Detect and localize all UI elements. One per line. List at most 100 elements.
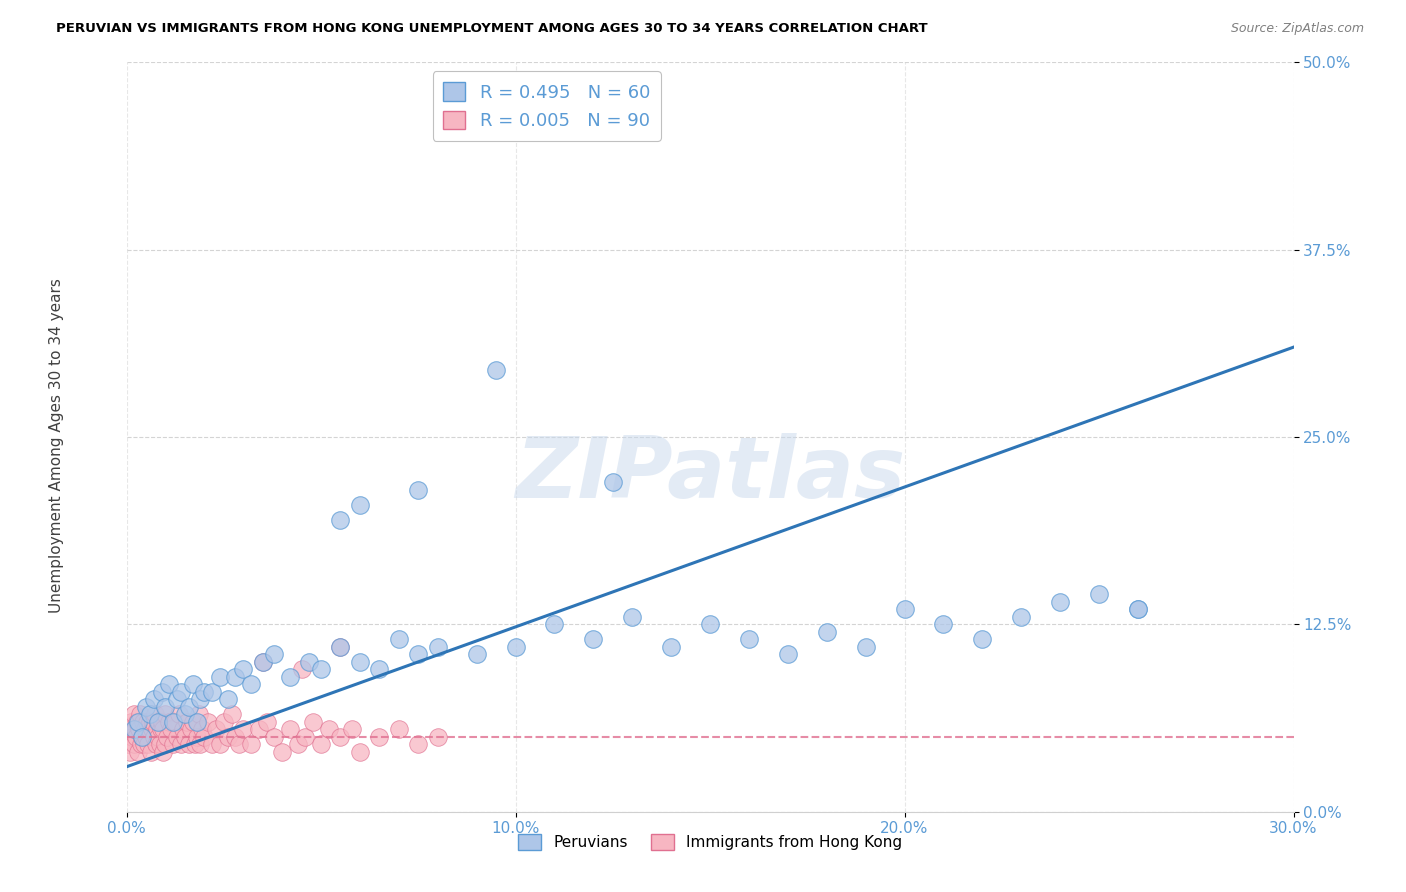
- Point: [271, 745, 294, 759]
- Point: [143, 707, 166, 722]
- Point: [131, 730, 153, 744]
- Point: [340, 723, 363, 737]
- Point: [228, 737, 250, 751]
- Point: [217, 692, 239, 706]
- Point: [174, 730, 197, 744]
- Point: [349, 745, 371, 759]
- Point: [263, 648, 285, 662]
- Point: [129, 707, 152, 722]
- Point: [124, 737, 146, 751]
- Point: [176, 714, 198, 729]
- Point: [1010, 610, 1032, 624]
- Point: [149, 723, 172, 737]
- Point: [426, 640, 449, 654]
- Point: [142, 730, 165, 744]
- Point: [232, 723, 254, 737]
- Point: [287, 737, 309, 751]
- Point: [465, 648, 488, 662]
- Point: [201, 685, 224, 699]
- Point: [388, 632, 411, 647]
- Point: [152, 745, 174, 759]
- Point: [118, 723, 141, 737]
- Point: [174, 707, 197, 722]
- Point: [177, 737, 200, 751]
- Point: [139, 745, 162, 759]
- Point: [166, 692, 188, 706]
- Point: [302, 714, 325, 729]
- Point: [166, 730, 188, 744]
- Point: [150, 685, 173, 699]
- Point: [368, 730, 391, 744]
- Point: [157, 714, 180, 729]
- Point: [124, 723, 146, 737]
- Point: [738, 632, 761, 647]
- Point: [190, 692, 212, 706]
- Point: [153, 707, 176, 722]
- Point: [121, 730, 143, 744]
- Point: [1088, 587, 1111, 601]
- Point: [190, 737, 212, 751]
- Point: [193, 685, 215, 699]
- Point: [294, 730, 316, 744]
- Point: [150, 714, 173, 729]
- Point: [368, 662, 391, 676]
- Point: [208, 737, 231, 751]
- Point: [152, 723, 174, 737]
- Point: [131, 737, 153, 751]
- Point: [135, 699, 157, 714]
- Point: [263, 730, 285, 744]
- Point: [329, 640, 352, 654]
- Point: [183, 737, 205, 751]
- Point: [247, 723, 270, 737]
- Point: [426, 730, 449, 744]
- Text: PERUVIAN VS IMMIGRANTS FROM HONG KONG UNEMPLOYMENT AMONG AGES 30 TO 34 YEARS COR: PERUVIAN VS IMMIGRANTS FROM HONG KONG UN…: [56, 22, 928, 36]
- Point: [136, 714, 159, 729]
- Point: [134, 723, 156, 737]
- Point: [132, 737, 155, 751]
- Point: [157, 677, 180, 691]
- Point: [138, 723, 160, 737]
- Point: [181, 677, 204, 691]
- Point: [141, 723, 163, 737]
- Point: [205, 723, 228, 737]
- Point: [127, 714, 149, 729]
- Point: [139, 714, 162, 729]
- Point: [240, 737, 263, 751]
- Text: ZIPatlas: ZIPatlas: [515, 433, 905, 516]
- Point: [172, 723, 194, 737]
- Point: [224, 730, 246, 744]
- Point: [170, 685, 193, 699]
- Point: [278, 723, 301, 737]
- Point: [256, 714, 278, 729]
- Point: [543, 617, 565, 632]
- Point: [125, 730, 148, 744]
- Point: [122, 707, 145, 722]
- Point: [776, 648, 799, 662]
- Point: [972, 632, 994, 647]
- Point: [485, 362, 508, 376]
- Point: [193, 730, 215, 744]
- Point: [329, 640, 352, 654]
- Point: [388, 723, 411, 737]
- Point: [329, 730, 352, 744]
- Point: [329, 512, 352, 526]
- Point: [408, 648, 430, 662]
- Point: [621, 610, 644, 624]
- Point: [221, 707, 243, 722]
- Point: [162, 737, 184, 751]
- Point: [1126, 602, 1149, 616]
- Point: [139, 707, 162, 722]
- Point: [146, 730, 169, 744]
- Point: [135, 730, 157, 744]
- Point: [155, 737, 177, 751]
- Point: [349, 655, 371, 669]
- Point: [124, 723, 146, 737]
- Point: [602, 475, 624, 489]
- Point: [186, 730, 208, 744]
- Point: [191, 723, 214, 737]
- Point: [201, 737, 224, 751]
- Point: [162, 714, 184, 729]
- Point: [1049, 595, 1071, 609]
- Point: [146, 723, 169, 737]
- Point: [160, 723, 183, 737]
